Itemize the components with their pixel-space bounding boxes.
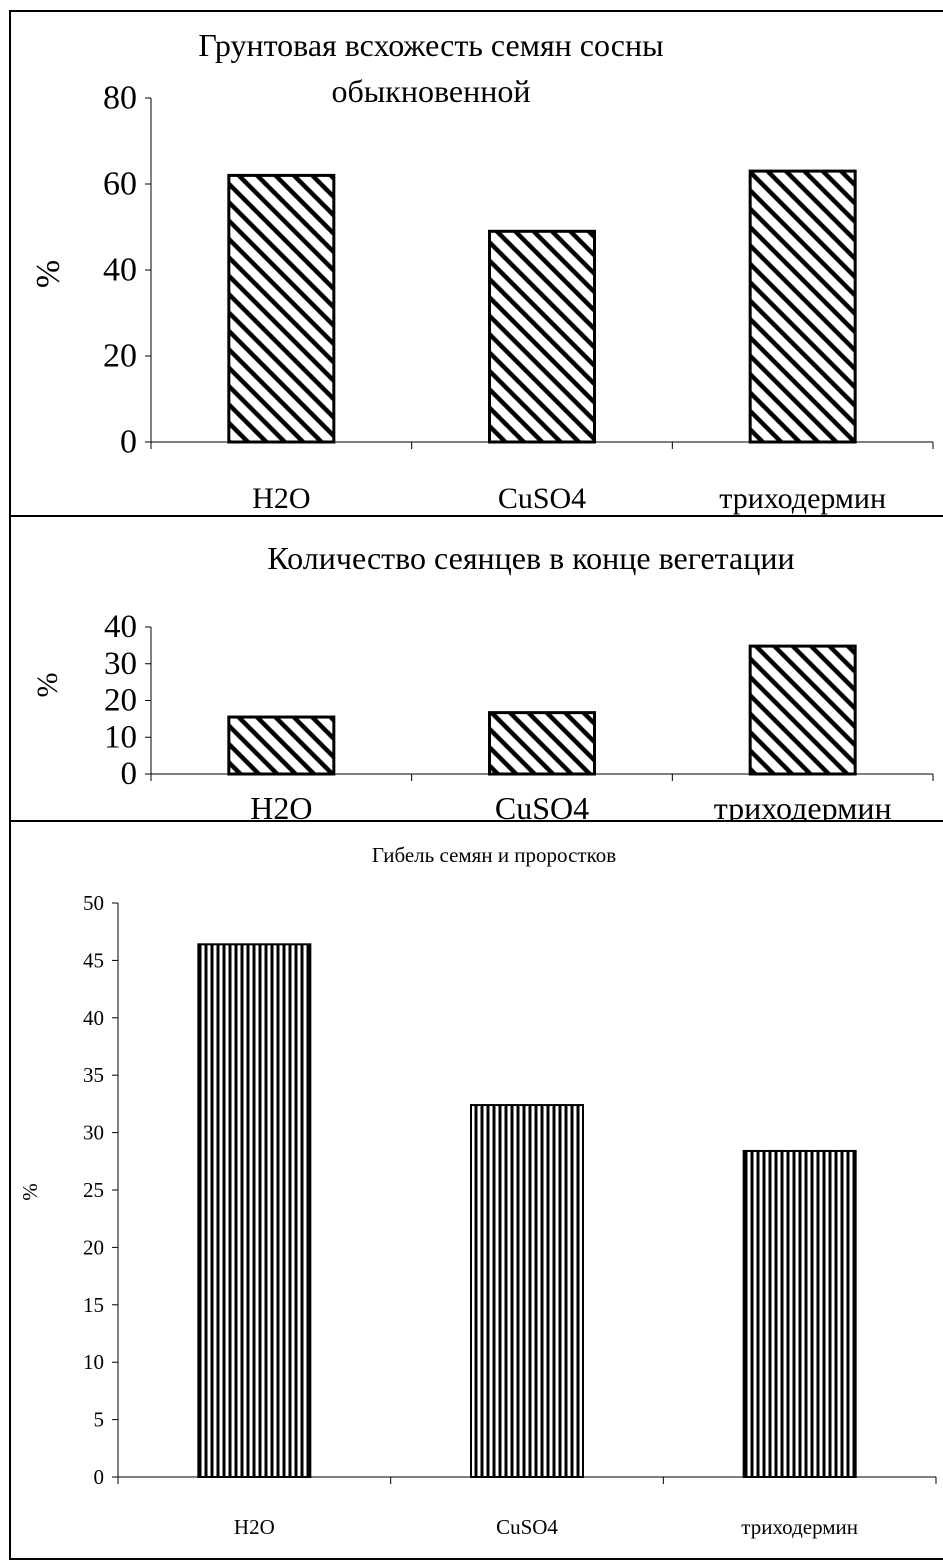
y-tick-label: 25 (83, 1178, 104, 1202)
y-tick-label: 0 (120, 424, 137, 461)
bar (748, 644, 857, 776)
bar (488, 229, 596, 444)
x-tick-label: H2O (252, 482, 310, 515)
bar (227, 715, 336, 776)
bar (470, 1104, 584, 1478)
mortality-chart: Гибель семян и проростков 0 5 10 15 20 25 30 35 4… (18, 843, 937, 1539)
chart-title-line: Количество сеянцев в конце вегетации (267, 540, 794, 576)
x-tick-label: триходермин (741, 1515, 858, 1539)
y-tick-label: 80 (103, 80, 137, 117)
y-tick-label: 40 (103, 252, 137, 289)
y-axis-label: % (18, 1183, 42, 1201)
y-tick-label: 0 (121, 756, 138, 792)
y-tick-label: 30 (83, 1121, 104, 1145)
x-tick-label: триходермин (719, 482, 886, 515)
y-tick-label: 40 (83, 1006, 104, 1030)
chart-panel-seedlings: Количество сеянцев в конце вегетации 0 10 2… (9, 515, 943, 822)
y-tick-label: 10 (83, 1350, 104, 1374)
x-tick-label: CuSO4 (498, 482, 586, 515)
bar (742, 1149, 857, 1478)
y-tick-label: 20 (103, 338, 137, 375)
bar (227, 173, 336, 444)
y-tick-label: 0 (94, 1465, 105, 1489)
seedlings-chart: Количество сеянцев в конце вегетации 0102… (31, 540, 934, 822)
y-tick-label: 60 (103, 166, 137, 203)
y-tick-label: 15 (83, 1293, 104, 1317)
x-tick-label: H2O (250, 790, 312, 822)
y-tick-label: 10 (104, 719, 137, 755)
germination-chart: Грунтовая всхожесть семян сосны обыкновен… (30, 27, 934, 515)
y-axis-label: % (30, 260, 67, 288)
y-tick-label: 20 (104, 683, 137, 719)
x-tick-label: CuSO4 (495, 790, 589, 822)
bar (488, 711, 596, 776)
y-tick-label: 50 (83, 891, 104, 915)
chart-panel-mortality: Гибель семян и проростков 0 5 10 15 20 25 30 35 4… (9, 820, 943, 1560)
chart-panel-germination: Грунтовая всхожесть семян сосны обыкновен… (9, 10, 943, 517)
chart-title-line: Грунтовая всхожесть семян сосны (198, 27, 663, 63)
chart-title-line: Гибель семян и проростков (372, 843, 616, 867)
y-tick-label: 40 (104, 609, 137, 645)
x-tick-label: триходермин (714, 790, 892, 822)
bar (197, 943, 312, 1478)
y-tick-label: 30 (104, 646, 137, 682)
y-tick-label: 45 (83, 948, 104, 972)
y-tick-label: 5 (94, 1408, 105, 1432)
x-tick-label: CuSO4 (496, 1515, 558, 1539)
y-axis-label: % (31, 673, 64, 698)
x-tick-label: H2O (234, 1515, 275, 1539)
y-tick-label: 35 (83, 1063, 104, 1087)
bar (748, 169, 857, 444)
y-tick-label: 20 (83, 1235, 104, 1259)
chart-title-line: обыкновенной (332, 73, 531, 109)
